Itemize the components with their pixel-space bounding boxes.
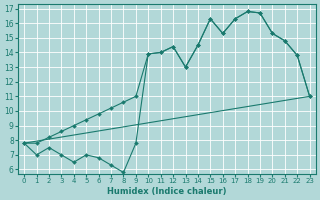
X-axis label: Humidex (Indice chaleur): Humidex (Indice chaleur) xyxy=(107,187,227,196)
